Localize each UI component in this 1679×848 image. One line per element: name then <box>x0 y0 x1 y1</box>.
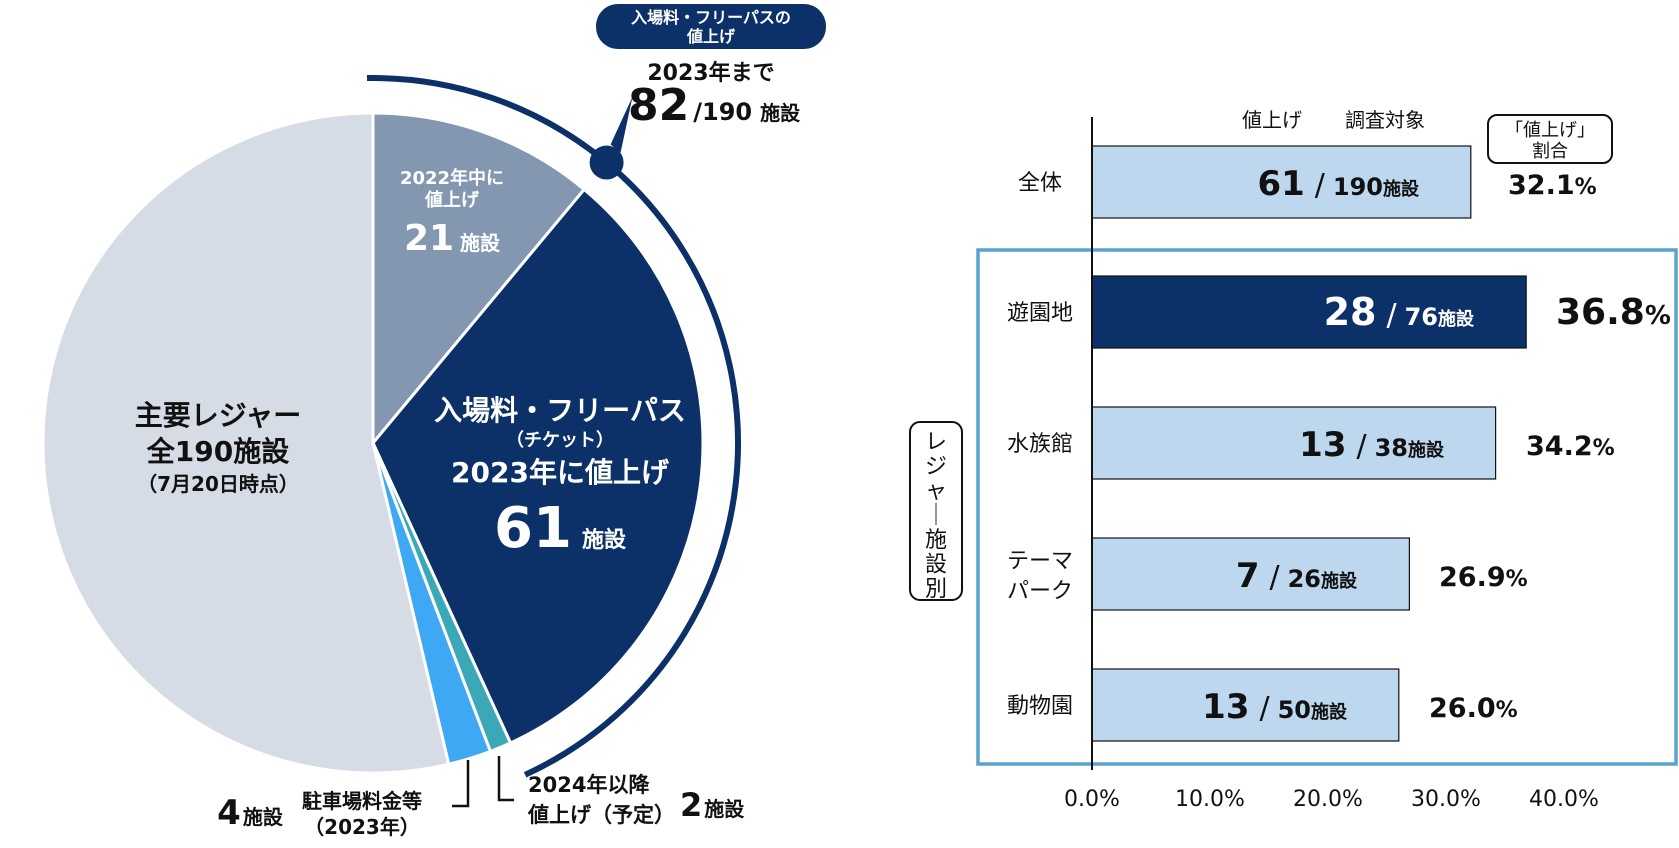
category-label: 全体 <box>1018 171 1062 196</box>
bar-row: 遊園地 28/76施設 36.8% <box>1007 275 1671 349</box>
bar-pct-label: 26.0% <box>1429 693 1518 724</box>
x-tick-label: 10.0% <box>1175 787 1245 812</box>
header-target: 調査対象 <box>1345 108 1425 132</box>
slice-2023-line2: （チケット） <box>506 430 614 451</box>
bar-pct-label: 26.9% <box>1439 562 1528 593</box>
pie-chart: 主要レジャー 全190施設 （7月20日時点） 2022年中に 値上げ 21 施設… <box>41 4 826 839</box>
bar-count-label: 28/76施設 <box>1324 290 1475 334</box>
arc-dot <box>589 145 624 180</box>
bar-row: 動物園 13/50施設 26.0% <box>1007 668 1518 742</box>
bar-count-label: 7/26施設 <box>1236 556 1358 596</box>
bar <box>1091 145 1472 219</box>
callout-value: 82/190 施設 <box>628 80 801 131</box>
callout-until: 2023年まで <box>647 60 774 86</box>
bar-pct-label: 32.1% <box>1508 170 1597 201</box>
future-value: 2 施設 <box>680 786 745 824</box>
center-label-1: 主要レジャー <box>135 399 302 432</box>
bar-pct-label: 36.8% <box>1556 292 1671 333</box>
x-tick-label: 40.0% <box>1529 787 1599 812</box>
bar-chart: レジャ｜施設別 値上げ 調査対象 「値上げ」 割合 全体 61/190施設 32.1… <box>909 108 1678 812</box>
pie-slice-other <box>41 111 451 775</box>
x-axis-ticks: 0.0% 10.0% 20.0% 30.0% 40.0% <box>1064 787 1599 812</box>
callout-pointer <box>610 96 633 153</box>
parking-line1: 駐車場料金等 <box>302 789 422 813</box>
center-label-3: （7月20日時点） <box>137 472 299 496</box>
x-tick-label: 20.0% <box>1293 787 1363 812</box>
future-leader <box>497 756 514 802</box>
slice-2023-line3: 2023年に値上げ <box>451 456 670 489</box>
parking-leader <box>452 760 470 808</box>
group-label-box <box>909 421 963 601</box>
bar-rows: 全体 61/190施設 32.1% 遊園地 28/76施設 36.8% 水族館 13/38施設… <box>1007 145 1671 742</box>
center-label-2: 全190施設 <box>146 435 290 468</box>
category-label: 動物園 <box>1007 694 1073 719</box>
x-tick-label: 30.0% <box>1411 787 1481 812</box>
slice-2023-value: 61 施設 <box>494 496 627 561</box>
parking-line2: （2023年） <box>304 815 420 839</box>
bar-pct-label: 34.2% <box>1526 431 1615 462</box>
pie-slices <box>41 111 705 775</box>
category-label: 水族館 <box>1007 432 1073 457</box>
category-label: テーマパーク <box>1007 549 1073 604</box>
bar-count-label: 13/50施設 <box>1202 687 1348 727</box>
slice-2022-value: 21 施設 <box>404 218 501 259</box>
header-raise: 値上げ <box>1242 108 1302 132</box>
bar <box>1091 668 1400 742</box>
callout-badge <box>596 4 826 49</box>
future-line2: 値上げ（予定） <box>527 803 675 827</box>
header-ratio-line1: 「値上げ」 <box>1505 120 1595 141</box>
bar <box>1091 537 1410 611</box>
bar-count-label: 61/190施設 <box>1257 164 1420 204</box>
bar-row: 水族館 13/38施設 34.2% <box>1007 406 1615 480</box>
callout-badge-line2: 値上げ <box>686 27 736 46</box>
group-label: レジャ｜施設別 <box>925 430 947 602</box>
callout-badge-line1: 入場料・フリーパスの <box>631 8 791 27</box>
category-label: 遊園地 <box>1007 301 1073 326</box>
pie-slice-2023 <box>371 187 705 745</box>
bar-count-label: 13/38施設 <box>1299 425 1445 465</box>
future-line1: 2024年以降 <box>528 773 650 797</box>
slice-2022-line1: 2022年中に <box>400 167 504 189</box>
header-ratio-box <box>1487 114 1613 164</box>
bar <box>1091 275 1527 349</box>
header-ratio-line2: 割合 <box>1532 141 1568 162</box>
slice-2023-line1: 入場料・フリーパス <box>434 394 686 427</box>
group-frame <box>976 248 1678 766</box>
x-tick-label: 0.0% <box>1064 787 1120 812</box>
slice-2022-line2: 値上げ <box>424 189 480 211</box>
bar-row: 全体 61/190施設 32.1% <box>1018 145 1597 219</box>
parking-value: 4 施設 <box>217 793 284 833</box>
highlight-arc <box>367 75 741 778</box>
bar-row: テーマパーク 7/26施設 26.9% <box>1007 537 1528 611</box>
pie-slice-2022 <box>371 111 587 448</box>
